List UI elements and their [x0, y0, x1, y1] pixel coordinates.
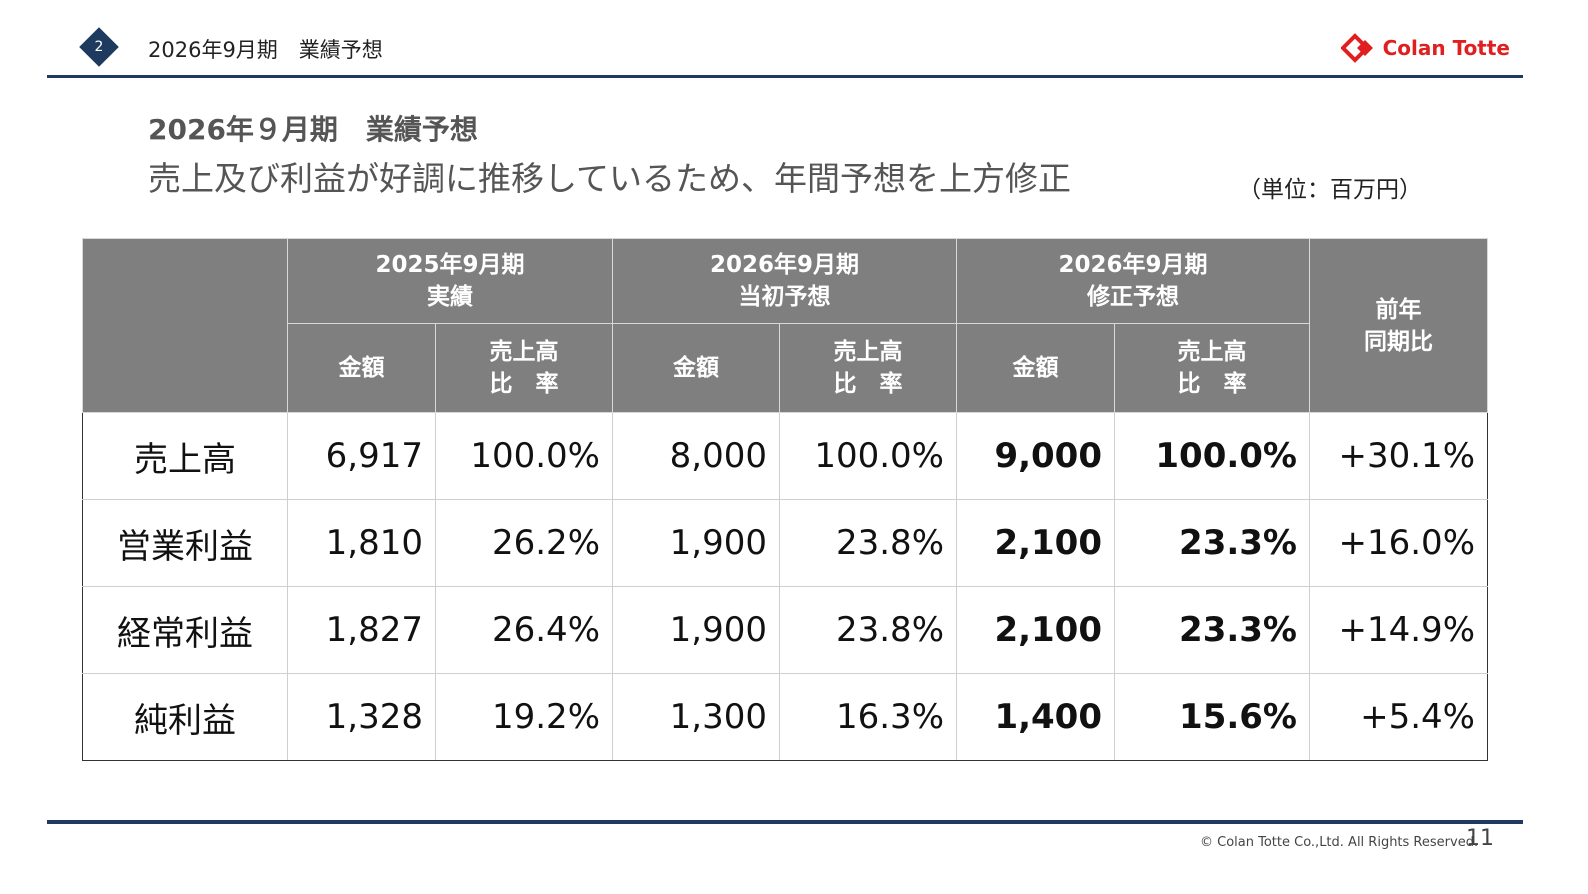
- table-cell: 26.2%: [435, 499, 613, 587]
- header-rule: [47, 75, 1523, 78]
- table-cell: +30.1%: [1309, 412, 1488, 500]
- amount-header: 金額: [287, 323, 436, 413]
- table-cell: +16.0%: [1309, 499, 1488, 587]
- yoy-header-line2: 同期比: [1364, 328, 1433, 355]
- group-header-line2: 実績: [427, 284, 473, 310]
- table-cell: 100.0%: [1114, 412, 1310, 500]
- table-row: 経常利益 1,827 26.4% 1,900 23.8% 2,100 23.3%…: [82, 586, 1488, 674]
- colan-totte-logo-icon: [1340, 33, 1373, 63]
- table-cell: 23.3%: [1114, 586, 1310, 674]
- ratio-header: 売上高比 率: [435, 323, 613, 413]
- table-cell: 1,300: [612, 673, 780, 761]
- group-header-initial: 2026年9月期 当初予想: [612, 238, 957, 324]
- table-cell: 19.2%: [435, 673, 613, 761]
- company-logo: Colan Totte: [1340, 30, 1510, 66]
- table-cell: 1,810: [287, 499, 436, 587]
- group-header-revised: 2026年9月期 修正予想: [956, 238, 1310, 324]
- table-cell: 1,900: [612, 586, 780, 674]
- table-cell: 100.0%: [435, 412, 613, 500]
- group-header-line2: 修正予想: [1087, 284, 1179, 310]
- row-label: 売上高: [82, 412, 288, 500]
- ratio-header-line2: 比 率: [833, 371, 903, 397]
- table-cell: 23.8%: [779, 586, 957, 674]
- row-label: 経常利益: [82, 586, 288, 674]
- table-cell: 2,100: [956, 586, 1115, 674]
- ratio-header-line1: 売上高: [833, 339, 903, 365]
- yoy-header: 前年 同期比: [1309, 238, 1488, 413]
- forecast-table: 2025年9月期 実績 2026年9月期 当初予想 2026年9月期 修正予想 前年同…: [82, 238, 1488, 761]
- table-row: 純利益 1,328 19.2% 1,300 16.3% 1,400 15.6% …: [82, 673, 1488, 761]
- unit-note: （単位：百万円）: [1238, 177, 1422, 203]
- footer-rule: [47, 820, 1523, 824]
- table-cell: 1,900: [612, 499, 780, 587]
- group-header-line1: 2026年9月期: [709, 252, 860, 278]
- page-title: 2026年９月期 業績予想: [148, 113, 478, 146]
- logo-text: Colan Totte: [1382, 36, 1510, 60]
- table-cell: 15.6%: [1114, 673, 1310, 761]
- table-cell: 23.3%: [1114, 499, 1310, 587]
- ratio-header-line2: 比 率: [1177, 371, 1247, 397]
- table-cell: 26.4%: [435, 586, 613, 674]
- table-cell: 23.8%: [779, 499, 957, 587]
- ratio-header-line1: 売上高: [1177, 339, 1247, 365]
- slide-number: 2: [94, 39, 104, 55]
- group-header-line1: 2025年9月期: [375, 252, 525, 278]
- group-header-actual: 2025年9月期 実績: [287, 238, 613, 324]
- table-cell: 1,400: [956, 673, 1115, 761]
- page-subtitle: 売上及び利益が好調に推移しているため、年間予想を上方修正: [148, 159, 1072, 198]
- ratio-header-line2: 比 率: [489, 371, 559, 397]
- amount-header: 金額: [956, 323, 1115, 413]
- row-label: 純利益: [82, 673, 288, 761]
- ratio-header: 売上高比 率: [779, 323, 957, 413]
- page-number: 11: [1466, 826, 1494, 851]
- group-header-line2: 当初予想: [738, 284, 831, 310]
- header-title: 2026年9月期 業績予想: [148, 38, 383, 62]
- table-cell: 2,100: [956, 499, 1115, 587]
- group-header-line1: 2026年9月期: [1058, 252, 1208, 278]
- table-cell: +14.9%: [1309, 586, 1488, 674]
- table-row: 売上高 6,917 100.0% 8,000 100.0% 9,000 100.…: [82, 412, 1488, 500]
- row-label: 営業利益: [82, 499, 288, 587]
- table-cell: 1,328: [287, 673, 436, 761]
- ratio-header: 売上高比 率: [1114, 323, 1310, 413]
- table-cell: 1,827: [287, 586, 436, 674]
- table-cell: 100.0%: [779, 412, 957, 500]
- ratio-header-line1: 売上高: [489, 339, 559, 365]
- table-row: 営業利益 1,810 26.2% 1,900 23.8% 2,100 23.3%…: [82, 499, 1488, 587]
- copyright-text: © Colan Totte Co.,Ltd. All Rights Reserv…: [1200, 835, 1479, 850]
- slide-header: 2 2026年9月期 業績予想 Colan Totte: [0, 0, 1588, 80]
- table-cell: 8,000: [612, 412, 780, 500]
- table-cell: 16.3%: [779, 673, 957, 761]
- table-cell: +5.4%: [1309, 673, 1488, 761]
- table-cell: 9,000: [956, 412, 1115, 500]
- amount-header: 金額: [612, 323, 780, 413]
- table-cell: 6,917: [287, 412, 436, 500]
- yoy-header-line1: 前年: [1375, 296, 1422, 323]
- table-corner: [82, 238, 288, 413]
